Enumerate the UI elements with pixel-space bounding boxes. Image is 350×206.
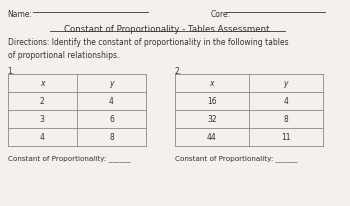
Text: 4: 4 bbox=[284, 97, 288, 106]
Text: 4: 4 bbox=[109, 97, 114, 106]
Text: y: y bbox=[109, 79, 114, 88]
Text: 2.: 2. bbox=[175, 67, 182, 76]
Text: x: x bbox=[40, 79, 44, 88]
Text: 1.: 1. bbox=[8, 67, 15, 76]
Text: 2: 2 bbox=[40, 97, 45, 106]
Text: Constant of Proportionality: ______: Constant of Proportionality: ______ bbox=[8, 154, 130, 161]
Text: Constant of Proportionality: ______: Constant of Proportionality: ______ bbox=[175, 154, 297, 161]
Text: 8: 8 bbox=[109, 133, 114, 142]
Text: 6: 6 bbox=[109, 115, 114, 124]
Text: 8: 8 bbox=[284, 115, 288, 124]
Text: 32: 32 bbox=[207, 115, 217, 124]
Text: 16: 16 bbox=[207, 97, 217, 106]
Text: 4: 4 bbox=[40, 133, 45, 142]
Text: x: x bbox=[210, 79, 214, 88]
Text: 44: 44 bbox=[207, 133, 217, 142]
Text: y: y bbox=[284, 79, 288, 88]
Text: Core:: Core: bbox=[210, 10, 230, 19]
Text: Name:: Name: bbox=[8, 10, 33, 19]
Text: Directions: Identify the constant of proportionality in the following tables
of : Directions: Identify the constant of pro… bbox=[8, 38, 288, 60]
Text: 3: 3 bbox=[40, 115, 45, 124]
Text: Constant of Proportionality - Tables Assessment: Constant of Proportionality - Tables Ass… bbox=[64, 25, 270, 34]
Text: 11: 11 bbox=[281, 133, 291, 142]
